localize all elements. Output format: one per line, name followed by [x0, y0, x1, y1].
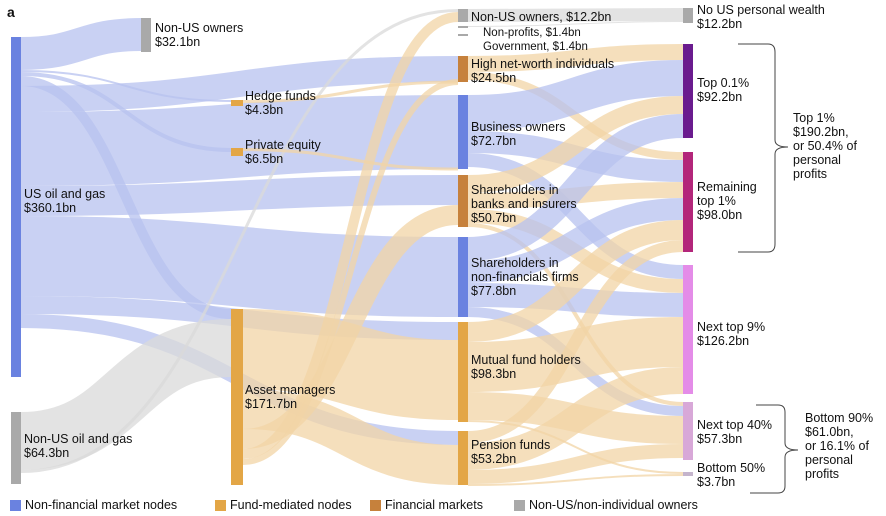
flow-pf-n40	[467, 444, 684, 484]
legend-label: Non-financial market nodes	[25, 498, 178, 512]
flow-pf-n9	[467, 367, 684, 470]
flow-us-hnw	[20, 56, 459, 112]
top1-bracket-label: Top 1% $190.2bn, or 50.4% of personal profit…	[793, 111, 857, 181]
flow-mf-r1	[467, 220, 684, 342]
legend-swatch-non-us	[514, 499, 525, 511]
legend-swatch-fund-mediated	[215, 499, 226, 511]
top01-node	[683, 44, 693, 138]
flow-hnw-r1	[467, 72, 684, 160]
remaining-top1-label: Remaining top 1% $98.0bn	[697, 180, 757, 222]
high-net-worth-node	[458, 56, 468, 82]
flow-pe-bo	[242, 148, 459, 171]
flow-sn-t01	[467, 114, 684, 261]
flow-bo-r1	[467, 131, 684, 182]
non-us-oil-gas-node	[11, 412, 21, 484]
bottom90-bracket-label: Bottom 90% $61.0bn, or 16.1% of personal pro…	[805, 411, 874, 481]
flow-us-sb	[20, 175, 459, 216]
flow-am-mf	[242, 309, 459, 420]
next-top40-label: Next top 40% $57.3bn	[697, 418, 773, 446]
legend-label: Financial markets	[385, 498, 483, 512]
flow-nuom-nw	[467, 8, 684, 22]
top1-bracket	[738, 43, 789, 253]
flow-mf-n9	[467, 317, 684, 392]
business-owners-node	[458, 95, 468, 169]
brackets-layer	[738, 43, 799, 494]
flows-layer	[19, 8, 684, 486]
high-net-worth-label: High net-worth individuals $24.5bn	[471, 57, 615, 85]
legend-swatch-non-financial	[10, 499, 21, 511]
shareholders-nonfin-label: Shareholders in non-financials firms $77.8…	[471, 256, 579, 298]
flow-us-nuo	[20, 18, 142, 70]
asset-managers-node	[231, 309, 243, 485]
bottom50-node	[683, 472, 693, 476]
flow-bo-n9	[467, 153, 684, 279]
non-us-oil-gas-label: Non-US oil and gas $64.3bn	[24, 432, 133, 460]
flow-sn-r1	[467, 198, 684, 283]
flow-hnw-t01	[467, 44, 684, 72]
pension-funds-node	[458, 431, 468, 485]
non-us-owners-mid-label: Non-US owners, $12.2bn	[471, 10, 612, 24]
no-us-wealth-label: No US personal wealth $12.2bn	[697, 3, 825, 31]
flow-bo-t01	[467, 60, 684, 131]
us-oil-gas-label: US oil and gas $360.1bn	[24, 187, 106, 215]
nodes-layer	[11, 8, 693, 485]
bottom90-bracket	[750, 404, 799, 494]
legend-swatch-financial-markets	[370, 499, 381, 511]
hedge-funds-node	[231, 100, 243, 106]
panel-label: a	[7, 4, 15, 20]
flow-nus-am	[19, 319, 233, 470]
business-owners-label: Business owners $72.7bn	[471, 120, 566, 148]
legend-label: Non-US/non-individual owners	[529, 498, 698, 512]
flow-nus-nuom	[20, 9, 459, 473]
shareholders-banks-label: Shareholders in banks and insurers $50.7bn	[471, 183, 577, 225]
flow-hf-hnw	[242, 80, 459, 103]
shareholders-nonfin-node	[458, 237, 468, 317]
pension-funds-label: Pension funds $53.2bn	[471, 438, 551, 466]
flow-npf-nw	[467, 21, 684, 27]
next-top9-node	[683, 265, 693, 394]
legend-item-non-us: Non-US/non-individual owners	[514, 498, 698, 512]
legend-item-financial-markets: Financial markets	[370, 498, 483, 512]
non-us-owners-mid-node	[458, 9, 468, 22]
flow-pf-r1	[467, 240, 684, 443]
legend-item-fund-mediated: Fund-mediated nodes	[215, 498, 352, 512]
hedge-funds-label: Hedge funds $4.3bn	[245, 89, 316, 117]
no-us-wealth-node	[683, 8, 693, 23]
asset-managers-label: Asset managers $171.7bn	[245, 383, 336, 411]
flow-am-hnw	[242, 79, 459, 465]
flow-am-nuom	[242, 12, 459, 459]
us-oil-gas-node	[11, 37, 21, 377]
flow-pf-b50	[467, 474, 684, 486]
government-node	[458, 34, 468, 36]
non-us-owners-left-label: Non-US owners $32.1bn	[155, 21, 244, 49]
legend-label: Fund-mediated nodes	[230, 498, 352, 512]
flow-am-pf	[242, 389, 459, 485]
next-top40-node	[683, 402, 693, 460]
mutual-fund-holders-node	[458, 322, 468, 422]
remaining-top1-node	[683, 152, 693, 252]
non-us-owners-left-node	[141, 18, 151, 52]
shareholders-banks-node	[458, 175, 468, 227]
mutual-fund-holders-label: Mutual fund holders $98.3bn	[471, 353, 581, 381]
private-equity-node	[231, 148, 243, 156]
legend-item-non-financial: Non-financial market nodes	[10, 498, 177, 512]
top01-label: Top 0.1% $92.2bn	[697, 76, 750, 104]
flow-sb-t01	[467, 96, 684, 193]
government-label: Government, $1.4bn	[483, 41, 588, 53]
non-profits-node	[458, 26, 468, 28]
non-profits-label: Non-profits, $1.4bn	[483, 27, 581, 39]
next-top9-label: Next top 9% $126.2bn	[697, 320, 766, 348]
private-equity-label: Private equity $6.5bn	[245, 138, 321, 166]
flow-sn-n9	[467, 283, 684, 317]
bottom50-label: Bottom 50% $3.7bn	[697, 461, 766, 489]
